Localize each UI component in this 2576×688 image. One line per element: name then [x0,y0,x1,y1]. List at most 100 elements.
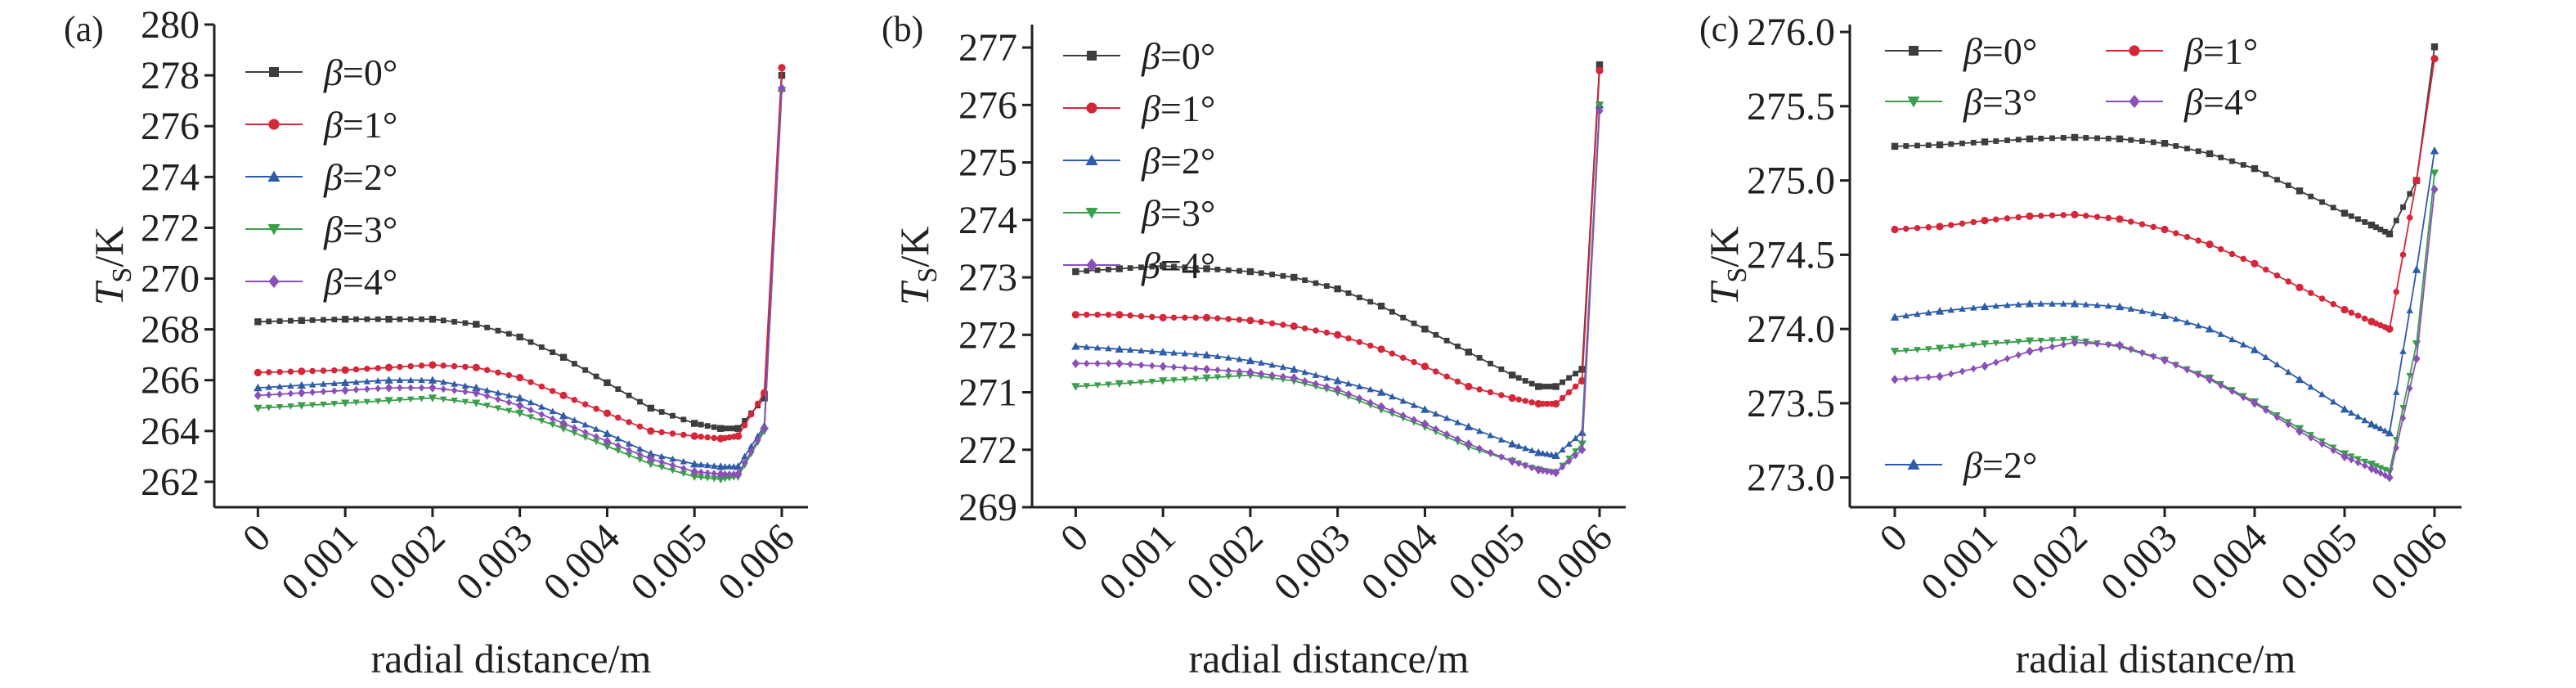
legend-item-4: β=4° [245,261,397,303]
data-point-marker [698,421,704,428]
data-point [2340,452,2349,461]
data-point-marker [2082,300,2089,308]
data-point-marker [571,429,578,437]
data-point-marker [538,403,545,410]
data-point-marker [320,388,327,396]
x-tick-label: 0.002 [1178,515,1272,609]
data-point-marker [2083,339,2089,347]
data-point-marker [1301,368,1308,375]
legend-marker [2129,45,2140,56]
data-point-marker [397,384,403,392]
chart-panel-2: (c)273.0273.5274.0274.5275.0275.5276.000… [1699,9,2462,681]
legend-label: β=1° [2183,30,2258,72]
x-tick-label: 0.004 [535,515,628,609]
data-point-marker [754,400,761,407]
data-point [1508,456,1516,466]
data-point [385,316,393,323]
data-point [1465,348,1473,356]
data-point-marker [698,434,704,440]
data-point-marker [1559,463,1566,471]
legend-label-symbol: β [323,156,343,198]
data-point-marker [1572,383,1579,390]
data-point-marker [1970,139,1977,146]
data-point-marker [2406,372,2413,380]
y-tick-label: 273 [958,256,1017,299]
data-point-marker [1443,429,1450,438]
data-point [472,383,481,392]
data-point-marker [483,366,491,374]
data-point [254,390,263,401]
data-point [472,399,481,407]
data-point-marker [321,317,326,323]
data-point-marker [1522,461,1528,470]
y-axis-title: TS/K [1701,227,1752,306]
data-point [1595,101,1604,110]
data-point-marker [2184,146,2190,151]
data-point-marker [1925,308,1932,316]
data-point [1936,371,1944,381]
data-point [1115,344,1124,353]
legend-label-value: =1° [2203,30,2258,72]
data-point-marker [615,386,622,393]
data-point-marker [2330,205,2336,211]
data-point-marker [2240,162,2246,168]
data-point-marker [1236,268,1242,274]
data-point-marker [352,378,360,385]
data-point [428,375,438,384]
data-point-marker [1225,267,1232,273]
data-point-marker [549,388,556,394]
data-point-marker [1947,344,1954,351]
data-point [1290,365,1299,373]
data-point-marker [527,339,534,345]
data-point [559,418,568,429]
data-point-marker [2150,223,2156,231]
data-point-marker [742,418,747,424]
data-point-marker [1914,224,1921,232]
data-point [2116,135,2124,142]
legend-item-3: β=3° [1063,192,1215,234]
data-point [603,436,612,446]
data-point-marker [2015,300,2022,308]
legend-label-symbol: β [1963,30,1982,72]
legend-marker [268,119,280,130]
data-point-marker [2038,345,2044,353]
data-point-marker [397,363,403,371]
data-point [341,366,349,374]
data-point-marker [2228,335,2236,343]
data-point-marker [308,402,316,409]
data-point-marker [1400,354,1407,362]
y-tick-label: 275.0 [1747,160,1835,203]
data-point [2205,324,2215,333]
data-point-marker [1970,304,1977,311]
y-axis-title-subscript: S [913,268,943,283]
data-point-marker [625,452,633,459]
data-point [473,321,480,328]
data-point-marker [615,414,622,421]
x-tick-label: 0.001 [1913,515,2006,609]
data-point-marker [1970,218,1977,226]
data-point-marker [1487,431,1494,438]
data-point-marker [1925,142,1932,148]
legend-label-value: =3° [343,209,397,250]
data-point-marker [2362,315,2368,322]
x-tick-label: 0.006 [710,515,803,609]
data-point-marker [1301,376,1308,385]
data-point-marker [1948,370,1954,378]
data-point [1334,331,1342,339]
data-point [689,473,699,481]
series-1 [1891,55,2439,333]
data-point-marker [1522,378,1528,384]
data-point-marker [1539,449,1546,456]
data-point-marker [2263,266,2269,273]
data-point [734,425,742,432]
data-point [1534,399,1542,408]
data-point-marker [2173,361,2179,369]
data-point-marker [374,398,382,405]
data-point [2025,337,2035,345]
data-point-marker [2139,138,2145,144]
data-point-marker [1389,393,1396,400]
data-point-marker [2127,305,2134,313]
data-point-marker [2273,361,2281,368]
data-point [1935,344,1945,353]
